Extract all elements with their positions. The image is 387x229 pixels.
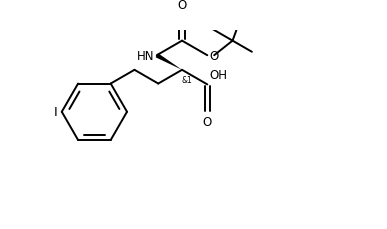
- Text: O: O: [177, 0, 187, 12]
- Text: O: O: [203, 116, 212, 129]
- Text: &1: &1: [181, 76, 192, 85]
- Text: I: I: [54, 106, 58, 119]
- Text: HN: HN: [137, 49, 154, 63]
- Text: O: O: [210, 49, 219, 63]
- Text: OH: OH: [210, 69, 228, 82]
- Polygon shape: [156, 54, 182, 71]
